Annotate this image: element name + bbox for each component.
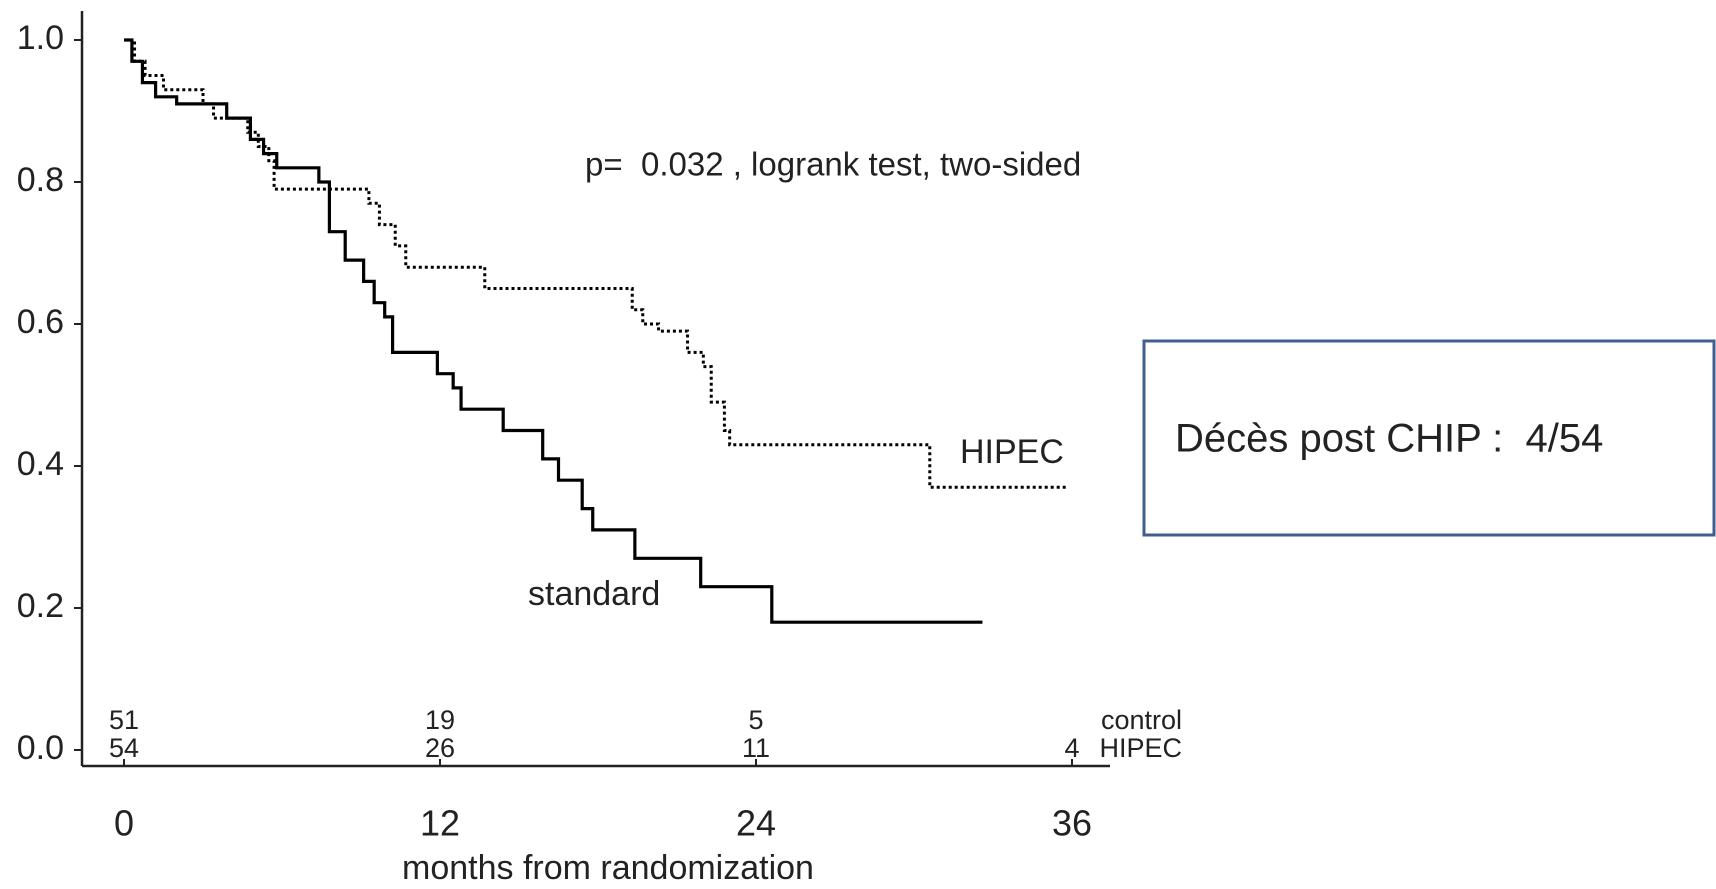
at-risk-row-label: HIPEC [1099, 733, 1182, 763]
x-tick-label: 0 [114, 803, 134, 844]
at-risk-count: 51 [109, 705, 139, 735]
y-tick-label: 1.0 [17, 19, 64, 57]
survival-curve [124, 38, 1067, 489]
x-tick-label: 12 [420, 803, 460, 844]
survival-curve [124, 38, 983, 624]
at-risk-count: 4 [1064, 733, 1079, 763]
series-label: HIPEC [960, 433, 1064, 471]
at-risk-count: 11 [742, 733, 770, 763]
series-label: standard [528, 575, 660, 613]
y-tick-label: 0.0 [17, 729, 64, 767]
note-box [1142, 339, 1716, 537]
at-risk-row-label: control [1101, 705, 1182, 735]
y-tick-label: 0.6 [17, 303, 64, 341]
at-risk-count: 26 [425, 733, 455, 763]
at-risk-count: 54 [109, 733, 139, 763]
at-risk-count: 5 [748, 705, 763, 735]
y-tick-label: 0.8 [17, 161, 64, 199]
note-text: Décès post CHIP : 4/54 [1175, 417, 1603, 461]
x-axis-title: months from randomization [402, 849, 814, 887]
at-risk-count: 19 [425, 705, 455, 735]
annotation: p= 0.032 , logrank test, two-sided [585, 146, 1081, 183]
x-tick-label: 24 [736, 803, 776, 844]
x-tick-label: 36 [1052, 803, 1092, 844]
y-tick-label: 0.2 [17, 587, 64, 625]
y-tick-label: 0.4 [17, 445, 64, 483]
